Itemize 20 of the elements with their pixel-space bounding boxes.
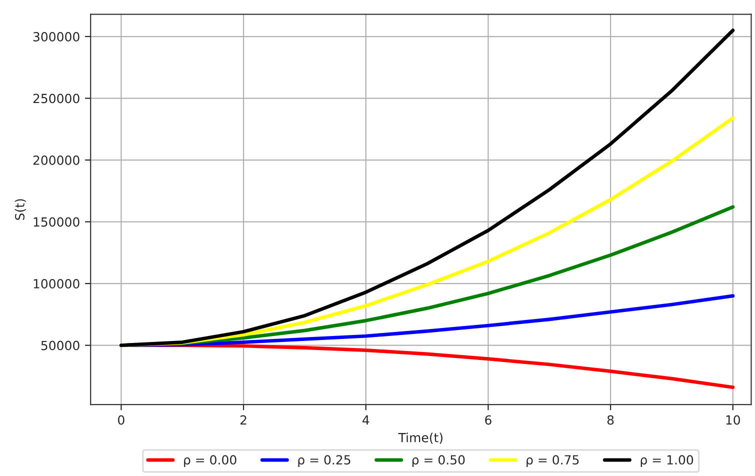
legend-label: ρ = 1.00 [640, 455, 694, 467]
legend-label: ρ = 0.25 [298, 455, 350, 467]
y-axis-title: S(t) [14, 199, 26, 220]
y-tick-label: 250000 [33, 94, 80, 104]
x-tick-label: 4 [362, 415, 370, 425]
y-tick-label: 50000 [41, 340, 80, 350]
y-tick-label: 200000 [33, 156, 80, 165]
y-tick-label: 150000 [34, 217, 80, 227]
legend-label: ρ = 0.75 [526, 455, 579, 467]
x-tick-label: 6 [485, 415, 492, 425]
y-tick-label: 300000 [33, 32, 80, 42]
legend-label: ρ = 0.00 [184, 455, 236, 467]
x-tick-label: 0 [118, 415, 124, 425]
line-series [119, 28, 735, 348]
x-tick-label: 10 [726, 415, 740, 425]
x-tick-label: 2 [240, 415, 246, 425]
x-axis-title: Time(t) [398, 432, 442, 444]
legend-label: ρ = 0.50 [412, 455, 465, 467]
y-tick-label: 100000 [34, 279, 80, 288]
x-tick-label: 8 [607, 415, 614, 425]
